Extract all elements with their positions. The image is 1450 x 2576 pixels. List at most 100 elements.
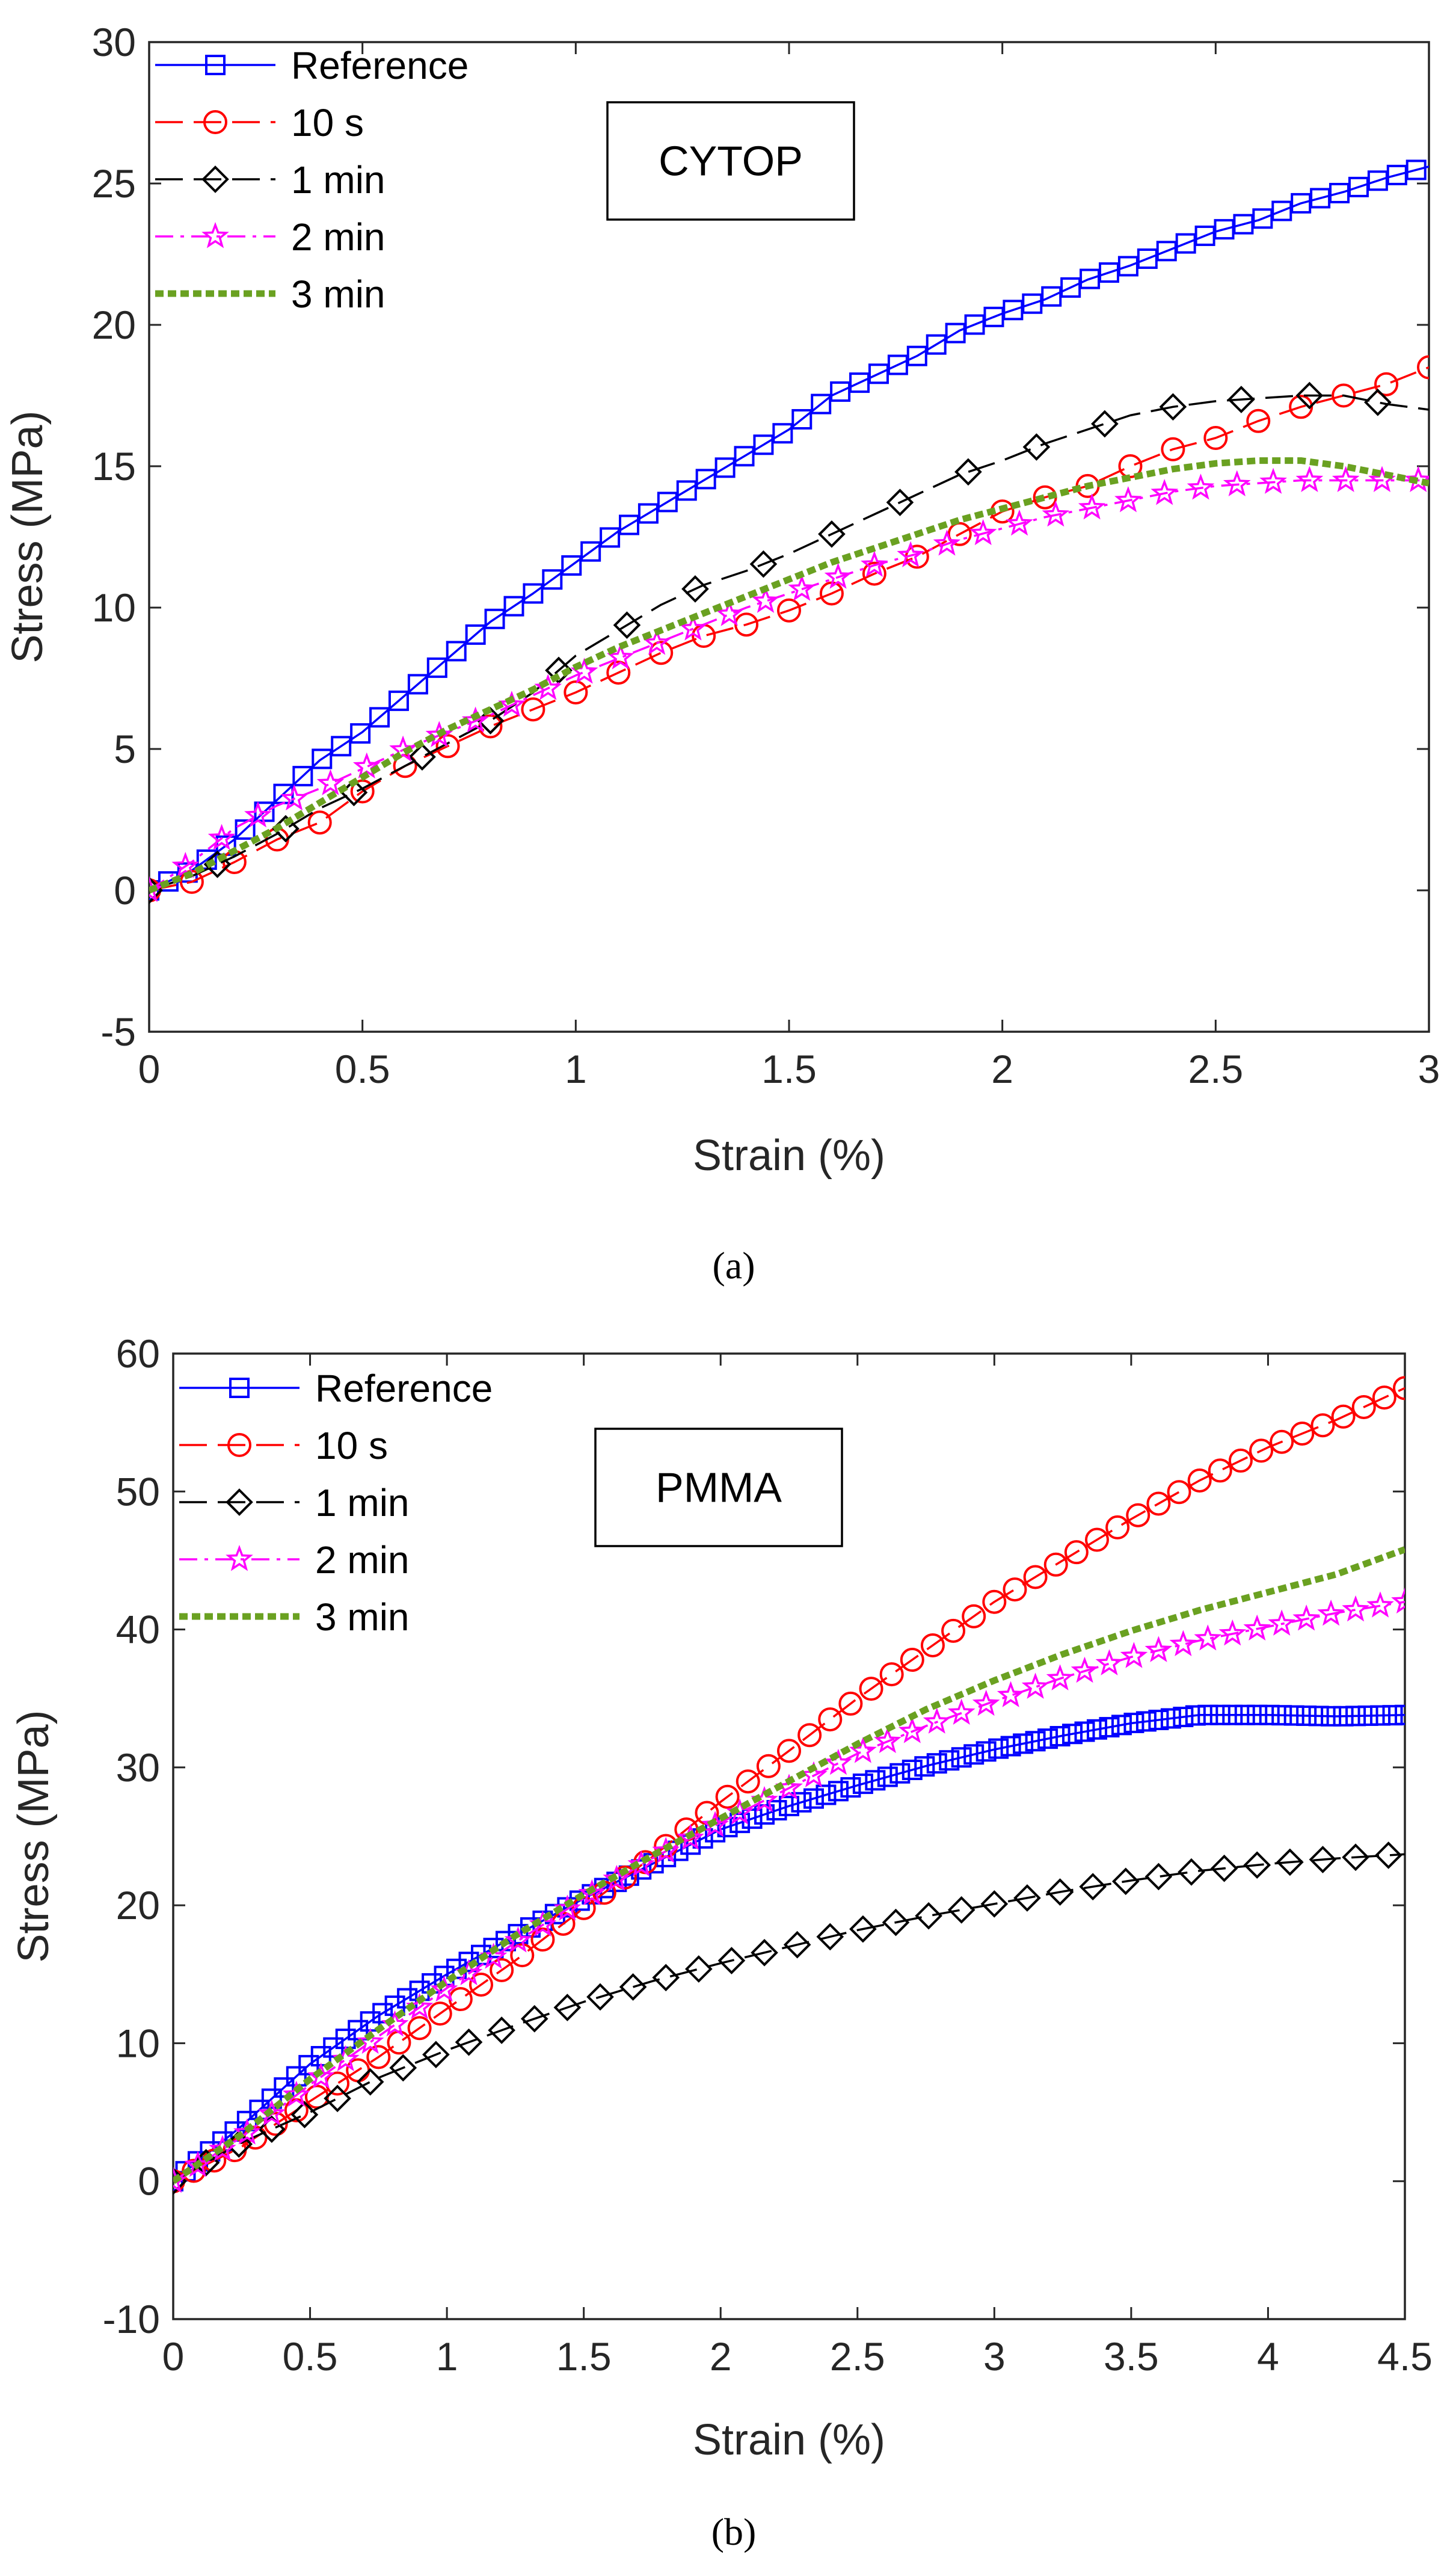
data-point-marker <box>1071 1656 1099 1683</box>
legend-label: Reference <box>291 44 468 87</box>
data-point-marker <box>676 480 697 501</box>
data-point-marker <box>1259 467 1287 494</box>
data-point-marker <box>652 1964 680 1992</box>
data-point-marker <box>1146 1491 1171 1516</box>
data-point-marker <box>1218 1619 1247 1646</box>
x-axis-label: Strain (%) <box>693 2416 885 2464</box>
data-point-marker <box>982 1589 1007 1614</box>
data-point-marker <box>1247 1704 1268 1725</box>
y-tick-label: 0 <box>138 2159 160 2204</box>
data-point-marker <box>1292 1604 1320 1631</box>
legend-marker <box>229 1378 250 1398</box>
data-point-marker <box>282 2080 310 2107</box>
y-tick-label: 10 <box>116 2021 160 2065</box>
data-point-marker <box>1135 1711 1157 1732</box>
data-point-marker <box>1395 1704 1405 1725</box>
data-point-marker <box>906 345 927 366</box>
data-point-marker <box>840 1777 861 1798</box>
data-point-marker <box>471 1944 491 1965</box>
data-point-marker <box>425 721 453 747</box>
data-point-marker <box>803 1788 824 1809</box>
data-point-marker <box>679 614 707 641</box>
data-point-marker <box>350 723 371 744</box>
data-point-marker <box>1309 1846 1337 1873</box>
y-tick-label: 60 <box>116 1331 160 1376</box>
data-point-marker <box>235 819 256 840</box>
data-point-marker <box>1074 1721 1095 1742</box>
data-point-marker <box>766 1800 787 1821</box>
x-tick-label: 2.5 <box>830 2334 885 2379</box>
data-point-marker <box>920 1633 945 1657</box>
data-point-marker <box>366 2045 391 2069</box>
data-point-marker <box>1208 1458 1232 1483</box>
series-1-min <box>173 1841 1405 2195</box>
data-point-marker <box>1064 1540 1089 1565</box>
data-point-marker <box>1364 388 1392 416</box>
data-point-marker <box>171 851 200 878</box>
data-point-marker <box>947 1698 975 1725</box>
series-line <box>173 1600 1405 2183</box>
x-tick-label: 0.5 <box>283 2334 338 2379</box>
data-point-marker <box>1321 1706 1342 1727</box>
series-2-min <box>149 466 1429 902</box>
data-point-marker <box>258 2100 286 2126</box>
y-tick-label: 40 <box>116 1607 160 1652</box>
data-point-marker <box>914 1756 935 1777</box>
data-point-marker <box>736 1769 760 1794</box>
y-tick-label: 30 <box>116 1745 160 1790</box>
data-point-marker <box>627 1850 656 1877</box>
data-point-marker <box>963 1744 985 1765</box>
data-point-marker <box>407 674 428 695</box>
legend-item: Reference <box>179 1367 493 1410</box>
data-point-marker <box>800 1761 828 1788</box>
data-point-marker <box>619 1973 647 2001</box>
data-point-marker <box>280 784 308 811</box>
data-point-marker <box>926 334 947 355</box>
data-point-marker <box>606 661 631 685</box>
data-point-marker <box>1372 1385 1396 1410</box>
data-point-marker <box>962 1604 986 1628</box>
data-point-marker <box>947 1896 975 1924</box>
data-point-marker <box>1259 1704 1280 1725</box>
data-point-marker <box>244 801 272 828</box>
x-tick-label: 1 <box>565 1047 587 1091</box>
data-point-marker <box>1167 1480 1191 1505</box>
data-point-marker <box>1105 1515 1130 1539</box>
data-point-marker <box>1079 1873 1107 1900</box>
series-reference <box>149 159 1429 901</box>
data-point-marker <box>603 1864 631 1891</box>
data-point-marker <box>825 1749 852 1775</box>
data-point-marker <box>564 680 588 704</box>
data-point-marker <box>490 1958 514 1982</box>
data-point-marker <box>389 735 417 762</box>
data-point-marker <box>714 457 736 478</box>
data-point-marker <box>1417 355 1429 380</box>
legend-label: 3 min <box>291 273 386 316</box>
y-axis-label: Stress (MPa) <box>4 410 52 663</box>
data-point-marker <box>1342 1843 1369 1872</box>
data-point-marker <box>1331 1404 1356 1429</box>
data-point-marker <box>503 596 524 617</box>
data-point-marker <box>388 690 409 711</box>
data-point-marker <box>715 1784 740 1809</box>
data-point-marker <box>1025 1731 1046 1752</box>
data-point-marker <box>1118 454 1143 478</box>
data-point-marker <box>849 1915 877 1943</box>
data-point-marker <box>1099 1717 1120 1738</box>
annotation-label: CYTOP <box>659 138 803 185</box>
data-point-marker <box>508 1924 529 1945</box>
data-point-marker <box>684 1955 713 1983</box>
x-tick-label: 2 <box>991 1047 1013 1091</box>
data-point-marker <box>1296 1706 1317 1727</box>
y-tick-label: 20 <box>92 303 136 347</box>
data-point-marker <box>1042 501 1070 527</box>
data-point-marker <box>772 423 793 444</box>
data-point-marker <box>951 1747 972 1768</box>
series-2-min <box>173 1587 1405 2193</box>
data-point-marker <box>824 562 852 589</box>
data-point-marker <box>484 608 505 629</box>
data-point-marker <box>1091 410 1119 438</box>
data-point-marker <box>1271 1705 1292 1726</box>
data-point-marker <box>207 824 236 850</box>
legend-item: 1 min <box>155 158 386 202</box>
